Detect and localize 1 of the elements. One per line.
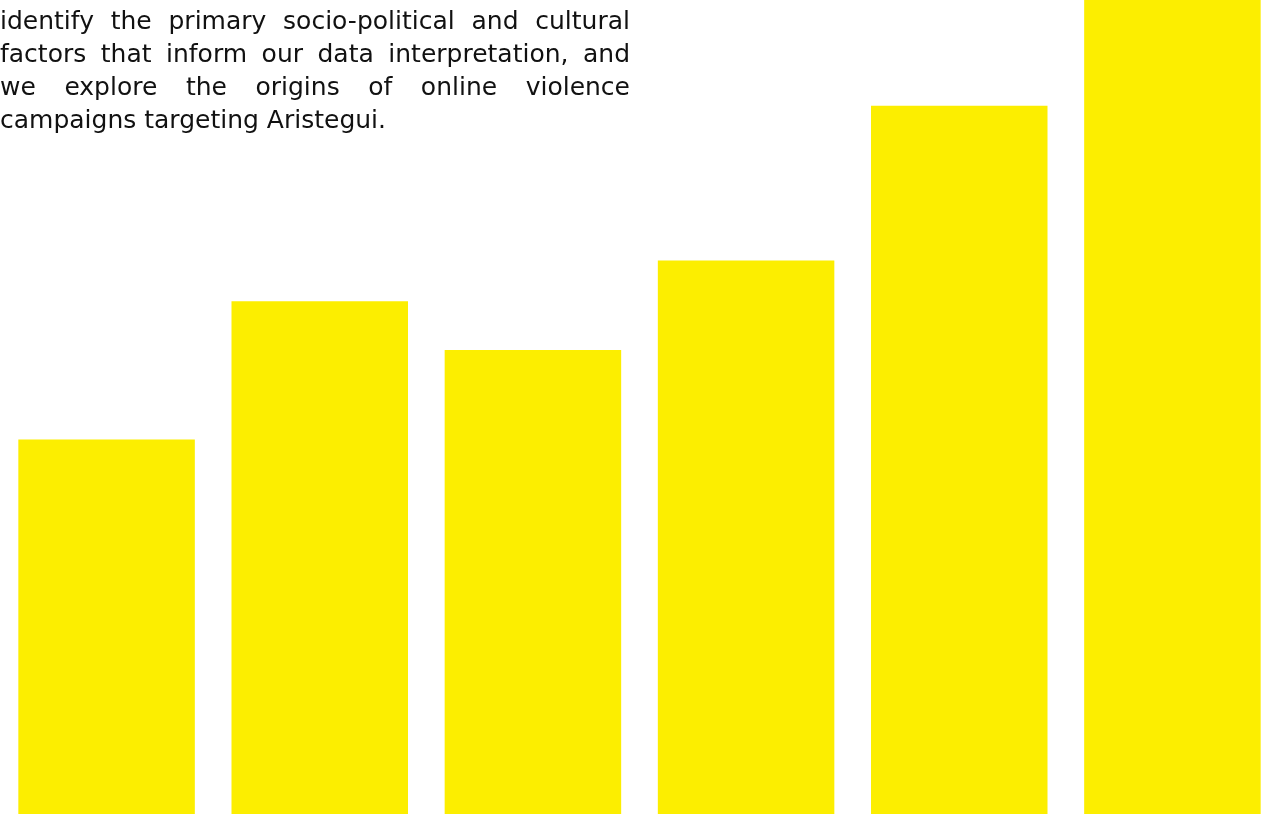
annotation: identify the primary socio-political and cultural factors that inform our data interpretation, and we explore the origins of online violence campaigns targeting Aristegui. <box>0 5 630 136</box>
